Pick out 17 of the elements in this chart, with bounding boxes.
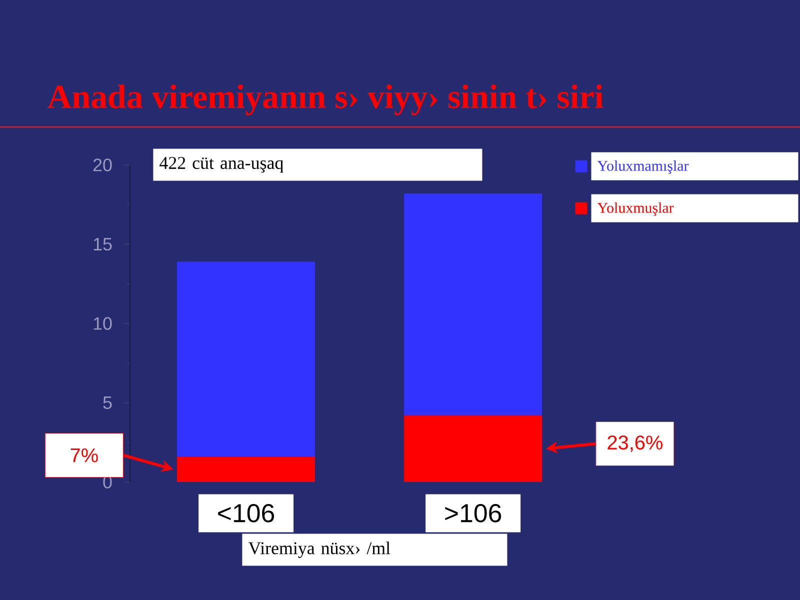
legend-label: Yoluxmamışlar [597,160,689,174]
bar [404,415,542,482]
x-axis-title: Viremiya nüsx› /ml [248,542,390,558]
y-tick-label: 20 [93,158,112,172]
legend-label: Yoluxmuşlar [597,202,674,216]
y-tick-label: 10 [94,317,112,330]
y-tick-label: 5 [103,396,112,409]
text: 23,6% [608,435,662,452]
x-tick-label: <106 [218,504,274,522]
x-tick-label: >106 [445,504,502,522]
y-tick-label: 15 [94,238,112,250]
text: 7% [70,448,98,462]
chart-title: Anada viremiyanın s› viyy› sinin t› siri [48,84,604,116]
bar [176,262,316,457]
bar [176,456,316,482]
bar [404,194,542,416]
annotation: 422 cüt ana-uşaq [160,156,284,173]
